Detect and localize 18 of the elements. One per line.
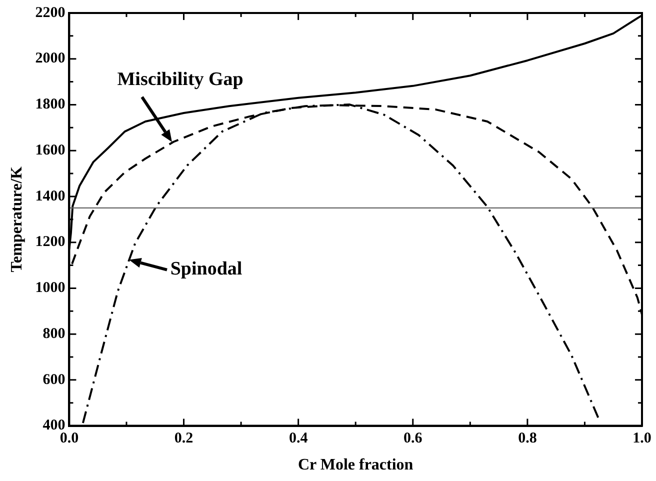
x-tick-label: 0.6: [404, 430, 423, 447]
y-tick-label: 1400: [35, 188, 66, 204]
x-tick-label: 0.2: [174, 430, 194, 447]
y-tick-label: 1800: [35, 96, 66, 113]
y-tick-label: 800: [42, 326, 66, 342]
y-tick-label: 2200: [35, 4, 66, 21]
x-axis-title: Cr Mole fraction: [298, 456, 414, 474]
annotation: Miscibility Gap: [117, 68, 244, 90]
y-tick-label: 600: [42, 372, 66, 388]
annotation: Spinodal: [170, 258, 242, 280]
y-axis-title: Temperature/K: [8, 166, 26, 272]
y-tick-label: 1200: [35, 234, 66, 250]
x-tick-label: 0.8: [518, 430, 537, 447]
y-tick-label: 1000: [35, 280, 66, 296]
x-tick-label: 0.4: [288, 430, 308, 447]
y-tick-label: 1600: [35, 142, 66, 158]
y-tick-label: 2000: [35, 50, 66, 67]
x-tick-label: 1.0: [632, 430, 652, 447]
